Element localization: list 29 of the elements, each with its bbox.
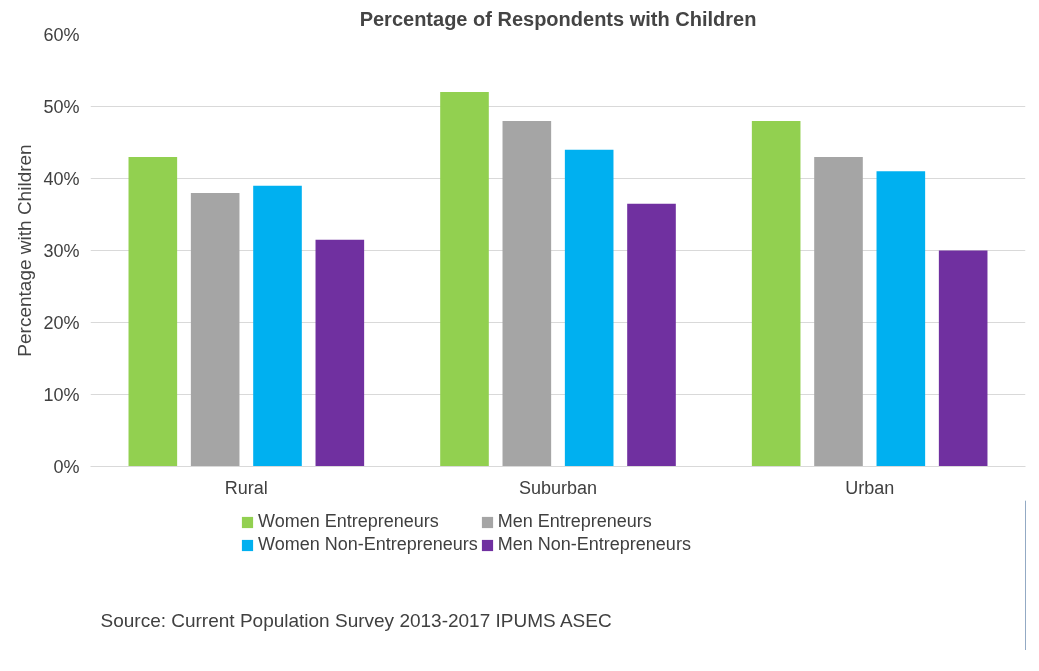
x-tick-label: Urban: [845, 477, 895, 498]
bar: [627, 203, 676, 467]
legend-label: Women Non-Entrepreneurs: [258, 534, 478, 555]
x-tick-label: Suburban: [518, 477, 598, 498]
x-tick-label: Rural: [224, 477, 268, 498]
bar: [128, 156, 178, 467]
y-tick-label: 50%: [43, 96, 80, 117]
bar: [502, 120, 552, 467]
y-axis-title: Percentage with Children: [14, 144, 36, 357]
y-tick-label: 20%: [43, 312, 80, 333]
legend-label: Women Entrepreneurs: [258, 511, 439, 532]
y-tick-label: 60%: [43, 24, 80, 45]
legend-label: Men Non-Entrepreneurs: [497, 534, 691, 555]
bar: [253, 185, 302, 467]
legend-label: Men Entrepreneurs: [497, 511, 652, 532]
bar: [751, 120, 801, 467]
source-note: Source: Current Population Survey 2013-2017 IPUMS ASEC: [100, 609, 612, 631]
bar: [564, 149, 614, 467]
y-tick-label: 0%: [53, 456, 80, 477]
bar: [440, 92, 489, 467]
y-tick-label: 10%: [43, 384, 80, 405]
y-tick-label: 30%: [43, 240, 80, 261]
bar: [814, 156, 863, 467]
y-tick-label: 40%: [43, 168, 80, 189]
bar: [938, 250, 988, 467]
chart-title: Percentage of Respondents with Children: [359, 7, 757, 30]
bar: [315, 239, 365, 467]
bar: [876, 171, 926, 467]
bar: [190, 192, 240, 467]
